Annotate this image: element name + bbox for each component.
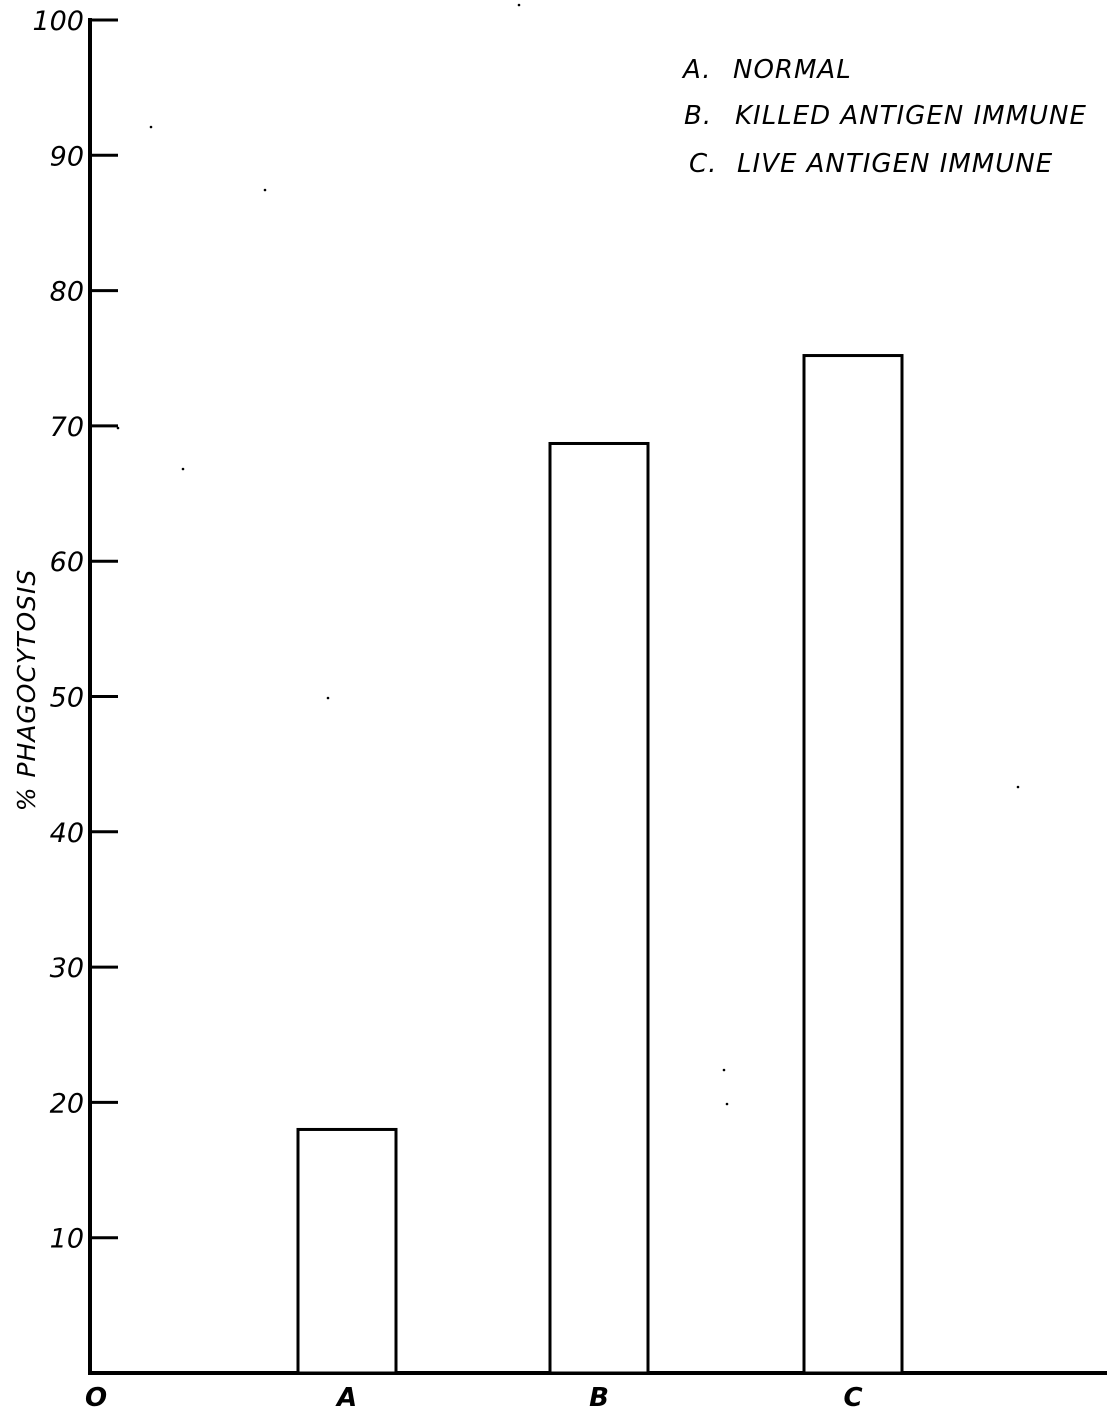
legend-label-1: KILLED ANTIGEN IMMUNE <box>735 101 1087 131</box>
legend-key-0: A. <box>681 55 712 85</box>
y-tick-label-100: 100 <box>32 6 84 37</box>
labels: 10 20 30 40 50 60 70 80 90 100 A B C O % PHAGOCYTOSIS <box>12 6 863 1412</box>
y-tick-label-80: 80 <box>50 277 84 308</box>
bar-C <box>802 354 904 1375</box>
y-tick-label-20: 20 <box>50 1088 84 1119</box>
scan-speck <box>1016 785 1020 789</box>
y-tick-label-70: 70 <box>50 412 84 443</box>
legend: A. NORMAL B. KILLED ANTIGEN IMMUNE C. LIVE AN… <box>681 55 1087 179</box>
x-origin-label: O <box>85 1383 107 1412</box>
scan-specks <box>116 3 1020 1106</box>
scan-speck <box>725 1102 729 1106</box>
scan-speck <box>181 467 185 471</box>
legend-label-2: LIVE ANTIGEN IMMUNE <box>737 149 1053 179</box>
y-tick-label-60: 60 <box>50 547 84 578</box>
x-category-label-B: B <box>589 1383 609 1412</box>
scan-speck <box>326 696 330 700</box>
x-category-label-A: A <box>335 1383 357 1412</box>
legend-label-0: NORMAL <box>733 55 852 85</box>
bar-A <box>296 1127 398 1375</box>
scan-speck <box>517 3 521 7</box>
legend-key-2: C. <box>689 149 717 179</box>
bar-B <box>548 441 650 1375</box>
y-tick-label-40: 40 <box>50 818 84 849</box>
x-category-label-C: C <box>843 1383 862 1412</box>
scan-speck <box>116 426 120 430</box>
scan-speck <box>149 125 153 129</box>
scan-speck <box>722 1068 726 1072</box>
y-tick-label-10: 10 <box>50 1224 84 1255</box>
y-tick-label-50: 50 <box>50 683 84 714</box>
legend-key-1: B. <box>684 101 712 131</box>
bars <box>296 354 904 1375</box>
y-tick-label-30: 30 <box>50 953 84 984</box>
scan-speck <box>263 188 267 192</box>
y-tick-label-90: 90 <box>50 141 84 172</box>
y-axis-label: % PHAGOCYTOSIS <box>12 569 41 812</box>
